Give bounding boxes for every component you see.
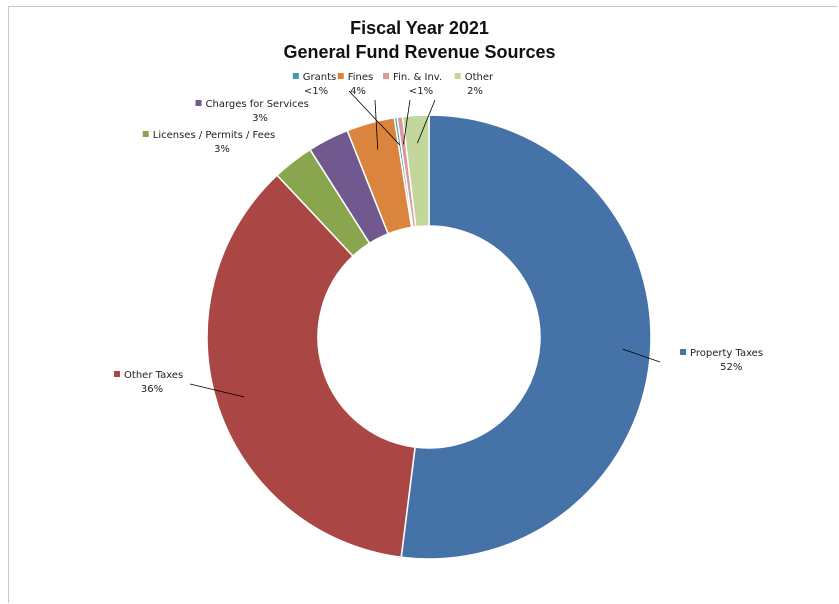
slice-other-taxes [206, 174, 416, 559]
label-grants: Grants [303, 72, 336, 83]
label-property-taxes: Property Taxes [690, 348, 763, 359]
label-licenses-permits-fees: Licenses / Permits / Fees [153, 130, 276, 141]
percent-property-taxes: 52% [720, 362, 742, 373]
leader-line-fin-inv [403, 99, 411, 145]
leader-line-fines [374, 99, 379, 150]
legend-marker-fin-inv [383, 73, 390, 79]
legend-marker-grants [292, 73, 299, 79]
leader-line-grants [348, 90, 401, 146]
chart-title: Fiscal Year 2021 General Fund Revenue So… [0, 16, 839, 64]
legend-marker-charges-for-services [195, 100, 202, 106]
slice-other [401, 114, 430, 228]
leader-line-property-taxes [622, 348, 661, 363]
percent-licenses-permits-fees: 3% [214, 144, 230, 155]
label-charges-for-services: Charges for Services [206, 99, 309, 110]
legend-marker-property-taxes [680, 349, 686, 355]
leader-line-other-taxes [189, 383, 245, 398]
legend-marker-other [454, 73, 461, 79]
legend-marker-other-taxes [114, 371, 121, 377]
leader-line-other [417, 99, 436, 144]
title-line-2: General Fund Revenue Sources [283, 42, 556, 62]
percent-charges-for-services: 3% [252, 113, 268, 124]
slice-property-taxes [400, 114, 652, 560]
label-fines: Fines [348, 72, 374, 83]
legend-marker-licenses-permits-fees [142, 131, 149, 137]
title-line-1: Fiscal Year 2021 [350, 18, 489, 38]
percent-grants: <1% [304, 86, 328, 97]
label-fin-inv: Fin. & Inv. [393, 72, 442, 83]
percent-other: 2% [467, 86, 483, 97]
percent-fin-inv: <1% [409, 86, 433, 97]
legend-marker-fines [337, 73, 344, 79]
percent-other-taxes: 36% [141, 384, 163, 395]
label-other-taxes: Other Taxes [124, 370, 183, 381]
label-other: Other [465, 72, 494, 83]
percent-fines: 4% [350, 86, 366, 97]
